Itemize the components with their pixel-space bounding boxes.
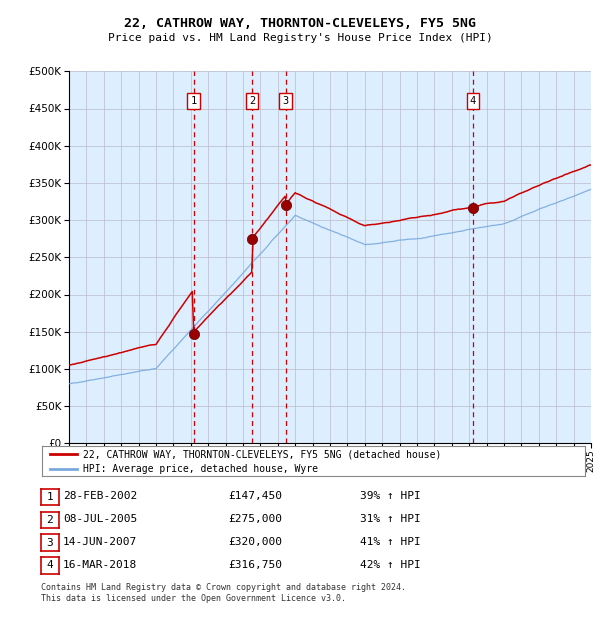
- Text: 22, CATHROW WAY, THORNTON-CLEVELEYS, FY5 5NG (detached house): 22, CATHROW WAY, THORNTON-CLEVELEYS, FY5…: [83, 450, 441, 459]
- Text: This data is licensed under the Open Government Licence v3.0.: This data is licensed under the Open Gov…: [41, 595, 346, 603]
- Text: 3: 3: [46, 538, 53, 547]
- Text: 3: 3: [283, 96, 289, 106]
- Text: 2: 2: [46, 515, 53, 525]
- Text: £320,000: £320,000: [228, 537, 282, 547]
- Text: 42% ↑ HPI: 42% ↑ HPI: [360, 560, 421, 570]
- Text: Contains HM Land Registry data © Crown copyright and database right 2024.: Contains HM Land Registry data © Crown c…: [41, 583, 406, 592]
- Text: 41% ↑ HPI: 41% ↑ HPI: [360, 537, 421, 547]
- Point: [281, 200, 290, 210]
- Text: £275,000: £275,000: [228, 514, 282, 524]
- Text: 28-FEB-2002: 28-FEB-2002: [63, 491, 137, 501]
- Text: £316,750: £316,750: [228, 560, 282, 570]
- Text: 4: 4: [46, 560, 53, 570]
- Text: 08-JUL-2005: 08-JUL-2005: [63, 514, 137, 524]
- Text: 1: 1: [190, 96, 197, 106]
- Point: [468, 203, 478, 213]
- Text: HPI: Average price, detached house, Wyre: HPI: Average price, detached house, Wyre: [83, 464, 318, 474]
- Text: 31% ↑ HPI: 31% ↑ HPI: [360, 514, 421, 524]
- Text: 39% ↑ HPI: 39% ↑ HPI: [360, 491, 421, 501]
- Point: [247, 234, 257, 244]
- Text: 22, CATHROW WAY, THORNTON-CLEVELEYS, FY5 5NG: 22, CATHROW WAY, THORNTON-CLEVELEYS, FY5…: [124, 17, 476, 30]
- Point: [189, 329, 199, 339]
- Text: 16-MAR-2018: 16-MAR-2018: [63, 560, 137, 570]
- Text: 4: 4: [470, 96, 476, 106]
- Text: 2: 2: [249, 96, 255, 106]
- Text: 1: 1: [46, 492, 53, 502]
- Text: Price paid vs. HM Land Registry's House Price Index (HPI): Price paid vs. HM Land Registry's House …: [107, 33, 493, 43]
- Text: 14-JUN-2007: 14-JUN-2007: [63, 537, 137, 547]
- Text: £147,450: £147,450: [228, 491, 282, 501]
